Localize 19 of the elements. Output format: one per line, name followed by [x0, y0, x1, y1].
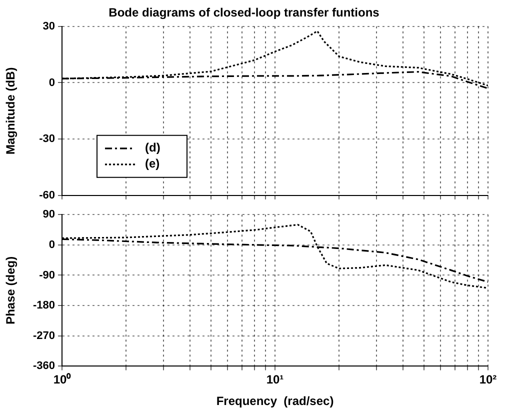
y-axis-title: Magnitude (dB) [4, 67, 18, 155]
y-tick-label: -30 [39, 133, 55, 146]
y-tick-label: -60 [39, 189, 55, 202]
y-tick-label: 30 [42, 20, 55, 32]
y-tick-label: 0 [48, 76, 55, 89]
x-tick-label: 10¹ [266, 372, 284, 387]
y-axis-title: Phase (deg) [4, 256, 18, 324]
y-tick-label: -270 [32, 330, 55, 342]
x-tick-label: 10² [479, 372, 497, 387]
y-tick-label: 90 [42, 208, 55, 221]
chart-title: Bode diagrams of closed-loop transfer funtions [108, 6, 380, 20]
y-tick-label: -180 [32, 300, 55, 312]
legend-label: (e) [145, 156, 160, 171]
y-tick-label: -90 [39, 269, 55, 282]
y-tick-label: 0 [48, 238, 55, 251]
legend-label: (d) [145, 140, 160, 155]
x-axis-title: Frequency (rad/sec) [216, 394, 334, 408]
x-tick-label: 10⁰ [53, 372, 72, 387]
y-tick-label: -360 [32, 360, 55, 372]
